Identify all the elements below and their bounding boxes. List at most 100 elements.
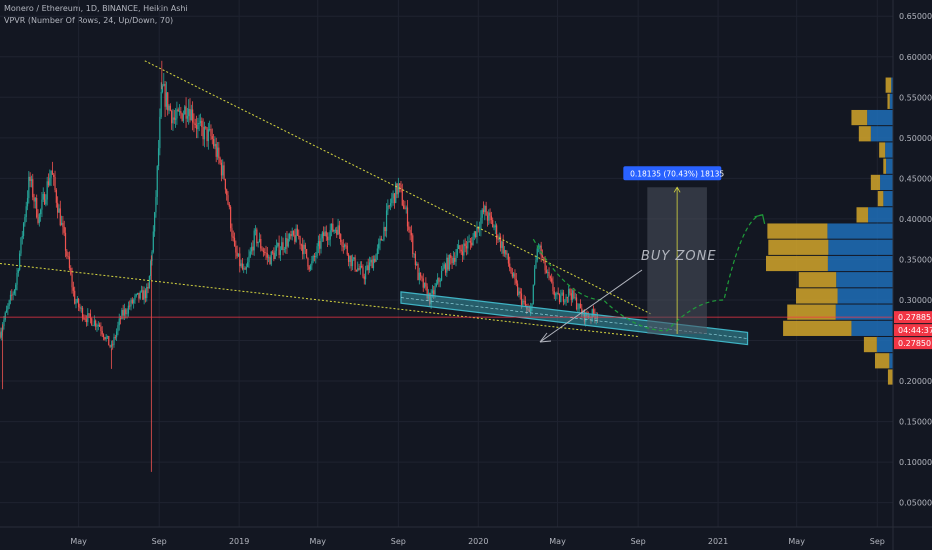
- candle-body: [159, 116, 161, 149]
- candle-body: [262, 250, 264, 253]
- candle-body: [544, 257, 546, 271]
- candle-body: [345, 244, 347, 246]
- vp-down-bar: [863, 336, 877, 353]
- x-tick-label: May: [70, 537, 87, 546]
- candle-body: [101, 331, 103, 335]
- candle-body: [256, 229, 258, 244]
- candle-body: [460, 249, 462, 252]
- candle-body: [534, 268, 536, 285]
- candle-body: [454, 258, 456, 262]
- candle-body: [112, 344, 114, 346]
- candle-body: [490, 215, 492, 221]
- candle-body: [497, 238, 499, 240]
- grid: [0, 0, 893, 527]
- secondary-price-label: 0.27850: [898, 339, 931, 348]
- vp-up-bar: [883, 191, 893, 207]
- price-labels: 0.27885 04:44:37 0.27850: [894, 311, 932, 350]
- candle-body: [590, 316, 592, 319]
- x-tick-label: Sep: [152, 537, 167, 546]
- candle-body: [357, 268, 359, 271]
- candle-body: [279, 250, 282, 255]
- candle-body: [167, 92, 169, 111]
- candle-body: [575, 297, 578, 310]
- vp-up-bar: [876, 336, 893, 353]
- candle-body: [15, 284, 17, 290]
- candle-body: [0, 332, 1, 338]
- candle-body: [385, 210, 388, 232]
- candle-body: [119, 318, 122, 320]
- candle-body: [410, 232, 413, 236]
- candle-body: [26, 198, 29, 207]
- candle-body: [388, 205, 390, 207]
- candle-body: [443, 264, 445, 269]
- candle-body: [231, 228, 233, 237]
- candle-body: [480, 217, 482, 229]
- candle-body: [578, 303, 580, 309]
- candle-body: [545, 270, 548, 273]
- candle-body: [417, 263, 419, 281]
- candle-body: [254, 229, 257, 231]
- time-axis[interactable]: May Sep 2019 May Sep 2020 May Sep 2021 May Sep: [0, 526, 932, 546]
- candle-body: [511, 273, 513, 277]
- vp-down-bar: [767, 223, 828, 239]
- x-tick-label: May: [788, 537, 805, 546]
- candle-body: [95, 320, 97, 327]
- candle-body: [363, 276, 365, 280]
- candle-body: [572, 290, 574, 300]
- candle-body: [312, 255, 314, 262]
- candle-body: [450, 254, 452, 258]
- candle-body: [519, 291, 521, 294]
- candle-body: [402, 205, 405, 209]
- chart-header: Monero / Ethereum, 1D, BINANCE, Heikin A…: [4, 3, 188, 27]
- candle-body: [181, 113, 183, 121]
- candle-body: [421, 276, 423, 279]
- candle-body: [20, 237, 22, 254]
- symbol-legend[interactable]: Monero / Ethereum, 1D, BINANCE, Heikin A…: [4, 4, 188, 13]
- candle-body: [253, 230, 255, 251]
- candle-body: [532, 284, 534, 304]
- y-tick-label: 0.40000: [899, 215, 932, 224]
- candle-body: [397, 183, 399, 195]
- candle-body: [422, 278, 424, 288]
- vp-up-bar: [835, 304, 893, 320]
- candle-body: [294, 235, 296, 242]
- vp-down-bar: [874, 353, 890, 369]
- candle-body: [150, 261, 152, 276]
- candle-body: [258, 239, 261, 242]
- candle-body: [531, 303, 533, 308]
- upper-trendline: [144, 60, 651, 315]
- candle-body: [435, 283, 437, 287]
- candle-body: [492, 220, 494, 228]
- candle-body: [406, 207, 409, 227]
- price-axis[interactable]: 0.65000 0.60000 0.55000 0.50000 0.45000 0.400…: [892, 0, 932, 550]
- candle-body: [527, 308, 529, 311]
- candle-body: [350, 255, 352, 267]
- indicator-legend[interactable]: VPVR (Number Of Rows, 24, Up/Down, 70): [4, 16, 174, 25]
- candle-body: [252, 246, 254, 251]
- candle-body: [249, 251, 251, 257]
- candle-body: [400, 184, 402, 190]
- candle-body: [83, 318, 85, 320]
- candle-body: [579, 303, 582, 309]
- candle-body: [551, 278, 553, 282]
- candle-body: [505, 249, 507, 255]
- projection-curve: [532, 214, 763, 332]
- candle-body: [70, 268, 72, 275]
- candle-body: [19, 253, 21, 270]
- candle-body: [362, 267, 364, 277]
- candle-body: [17, 269, 19, 273]
- candle-body: [573, 290, 575, 298]
- candle-body: [144, 290, 147, 299]
- current-price-label: 0.27885: [898, 313, 931, 322]
- candle-body: [562, 292, 565, 302]
- candle-body: [389, 203, 392, 206]
- candle-body: [28, 176, 30, 199]
- candle-body: [325, 231, 327, 237]
- candle-body: [277, 242, 279, 247]
- candle-body: [333, 230, 335, 232]
- candle-body: [197, 123, 199, 130]
- candle-body: [489, 212, 491, 216]
- lower-trendline: [0, 263, 639, 337]
